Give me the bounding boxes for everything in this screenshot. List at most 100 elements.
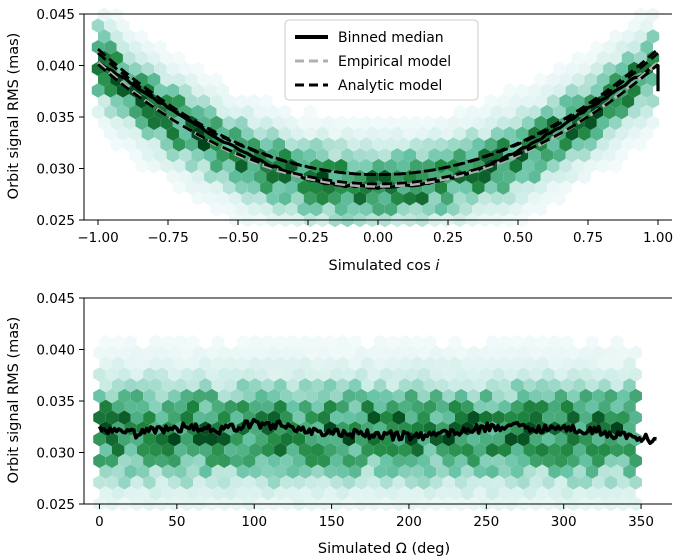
hexbin-cell — [454, 453, 468, 468]
hexbin-cell — [197, 72, 211, 87]
hexbin-cell — [199, 442, 212, 458]
hexbin-cell — [168, 475, 181, 490]
hexbin-cell — [186, 464, 200, 479]
hexbin-cell — [498, 399, 512, 414]
hexbin-cell — [210, 94, 223, 109]
hexbin-cell — [204, 191, 217, 206]
hexbin-cell — [473, 399, 487, 414]
hexbin-cell — [255, 475, 268, 490]
hexbin-cell — [217, 475, 231, 490]
hexbin-cell — [490, 191, 504, 206]
hexbin-cell — [242, 367, 256, 382]
hexbin-cell — [168, 453, 181, 468]
hexbin-cell — [610, 486, 624, 501]
hexbin-cell — [478, 104, 491, 120]
hexbin-cell — [560, 378, 574, 393]
hexbin-cell — [621, 29, 635, 44]
y-tick-label: 0.035 — [36, 110, 75, 126]
hexbin-cell — [311, 334, 324, 350]
hexbin-cell — [504, 475, 518, 490]
hexbin-cell — [154, 40, 167, 55]
hexbin-cell — [211, 442, 225, 458]
hexbin-cell — [98, 7, 111, 22]
hexbin-cell — [160, 50, 173, 66]
hexbin-cell — [373, 334, 387, 350]
hexbin-cell — [515, 169, 529, 184]
hexbin-cell — [274, 399, 287, 414]
hexbin-cell — [571, 137, 585, 152]
hexbin-cell — [154, 126, 167, 141]
hexbin-cell — [161, 334, 175, 350]
hexbin-cell — [305, 410, 318, 425]
hexbin-cell — [392, 453, 406, 468]
hexbin-cell — [573, 356, 586, 371]
hexbin-cell — [359, 158, 373, 174]
hexbin-cell — [118, 367, 131, 382]
hexbin-cell — [179, 148, 192, 163]
hexbin-cell — [261, 334, 275, 350]
hexbin-cell — [554, 388, 568, 404]
hexbin-cell — [272, 180, 286, 195]
hexbin-cell — [534, 72, 547, 87]
legend-frame — [284, 19, 479, 101]
hexbin-cell — [423, 464, 437, 479]
hexbin-cell — [143, 410, 156, 425]
hexbin-cell — [428, 191, 441, 206]
hexbin-cell — [610, 399, 624, 414]
hexbin-cell — [417, 367, 430, 382]
hexbin-cell — [253, 104, 267, 120]
hexbin-cell — [579, 410, 593, 425]
hexbin-cell — [504, 367, 518, 382]
hexbin-cell — [397, 137, 410, 152]
hexbin-cell — [99, 334, 112, 350]
hexbin-cell — [472, 137, 485, 152]
hexbin-cell — [286, 464, 300, 479]
hexbin-cell — [511, 486, 524, 501]
hexbin-cell — [149, 334, 162, 350]
hexbin-cell — [185, 72, 198, 87]
hexbin-cell — [168, 410, 181, 425]
hexbin-cell — [610, 442, 624, 458]
hexbin-cell — [99, 464, 112, 479]
hexbin-cell — [186, 442, 200, 458]
hexbin-cell — [534, 115, 547, 130]
hexbin-cell — [118, 388, 131, 404]
hexbin-cell — [104, 126, 117, 141]
hexbin-cell — [571, 72, 585, 87]
hexbin-cell — [565, 83, 579, 98]
hexbin-cell — [205, 432, 218, 447]
hexbin-cell — [336, 464, 349, 479]
hexbin-cell — [610, 334, 624, 350]
hexbin-cell — [492, 345, 505, 360]
hexbin-cell — [598, 399, 611, 414]
hexbin-cell — [398, 486, 412, 501]
y-tick-label: 0.025 — [36, 497, 75, 513]
hexbin-cell — [436, 356, 449, 371]
hexbin-cell — [111, 378, 125, 393]
hexbin-cell — [529, 388, 543, 404]
hexbin-cell — [384, 202, 398, 217]
hexbin-cell — [548, 378, 561, 393]
hexbin-cell — [247, 115, 261, 130]
hexbin-cell — [280, 432, 293, 447]
hexbin-cell — [542, 475, 555, 490]
hexbin-cell — [592, 367, 605, 382]
hexbin-cell — [168, 345, 181, 360]
hexbin-cell — [423, 356, 437, 371]
hexbin-cell — [542, 410, 555, 425]
hexbin-cell — [380, 453, 393, 468]
hexbin-cell — [310, 115, 323, 130]
hexbin-cell — [546, 180, 560, 195]
series-lines-top — [96, 47, 660, 190]
hexbin-cell — [260, 202, 273, 217]
hexbin-cell — [222, 180, 236, 195]
hexbin-cell — [180, 345, 193, 360]
hexbin-cell — [272, 202, 286, 217]
hexbin-cell — [185, 158, 198, 174]
hexbin-cell — [160, 158, 173, 174]
hexbin-cell — [559, 158, 572, 174]
hexbin-cell — [634, 7, 647, 22]
hexbin-cell — [560, 399, 574, 414]
hexbin-cell — [166, 126, 180, 141]
hexbin-cell — [534, 180, 547, 195]
